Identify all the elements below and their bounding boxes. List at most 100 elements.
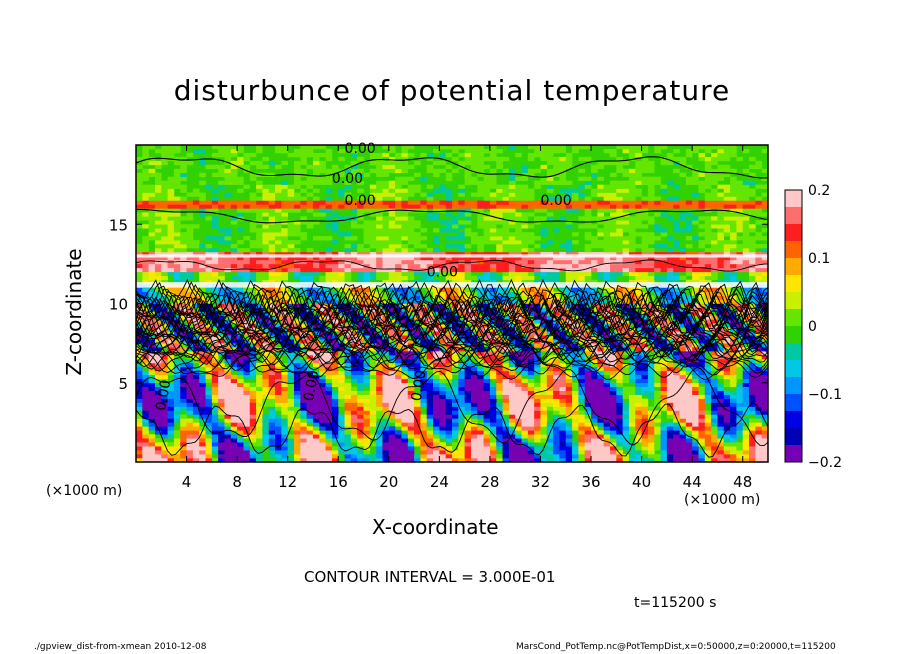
heatmap-cell	[401, 406, 409, 411]
heatmap-cell	[294, 386, 301, 391]
heatmap-cell	[546, 319, 554, 324]
heatmap-cell	[249, 275, 257, 281]
heatmap-cell	[224, 382, 232, 388]
heatmap-cell	[470, 386, 478, 391]
heatmap-cell	[376, 251, 383, 257]
heatmap-cell	[464, 145, 472, 150]
heatmap-cell	[388, 188, 396, 193]
heatmap-cell	[154, 315, 162, 320]
heatmap-cell	[369, 339, 377, 344]
heatmap-cell	[407, 271, 415, 277]
heatmap-cell	[483, 418, 491, 423]
heatmap-cell	[256, 200, 263, 205]
heatmap-cell	[521, 244, 529, 249]
heatmap-cell	[338, 232, 345, 237]
heatmap-cell	[154, 164, 162, 170]
heatmap-cell	[357, 275, 364, 281]
heatmap-cell	[591, 382, 598, 388]
heatmap-cell	[350, 410, 358, 415]
heatmap-cell	[344, 390, 352, 395]
heatmap-cell	[199, 402, 206, 407]
heatmap-cell	[439, 426, 446, 431]
heatmap-cell	[376, 347, 383, 352]
heatmap-cell	[294, 450, 301, 455]
heatmap-cell	[489, 458, 497, 462]
heatmap-cell	[458, 374, 465, 380]
heatmap-cell	[167, 244, 175, 249]
heatmap-cell	[578, 362, 586, 368]
heatmap-cell	[597, 430, 604, 435]
heatmap-cell	[154, 240, 162, 245]
heatmap-cell	[331, 450, 339, 455]
heatmap-cell	[376, 236, 383, 241]
heatmap-cell	[534, 216, 541, 221]
heatmap-cell	[540, 378, 548, 384]
heatmap-cell	[268, 418, 276, 423]
heatmap-cell	[369, 347, 377, 352]
heatmap-cell	[540, 418, 548, 423]
heatmap-cell	[180, 343, 187, 348]
heatmap-cell	[496, 430, 503, 435]
heatmap-cell	[192, 458, 200, 462]
heatmap-cell	[268, 434, 276, 439]
heatmap-cell	[186, 410, 194, 415]
heatmap-cell	[559, 370, 567, 376]
heatmap-cell	[243, 315, 251, 320]
heatmap-cell	[414, 422, 421, 427]
heatmap-cell	[275, 450, 282, 455]
heatmap-cell	[230, 390, 238, 395]
heatmap-cell	[546, 426, 554, 431]
heatmap-cell	[287, 406, 295, 411]
heatmap-cell	[388, 355, 396, 360]
heatmap-cell	[578, 434, 586, 439]
heatmap-cell	[382, 244, 390, 249]
heatmap-cell	[331, 374, 339, 380]
heatmap-cell	[262, 244, 270, 249]
heatmap-cell	[167, 188, 175, 193]
heatmap-cell	[281, 208, 288, 213]
heatmap-cell	[148, 438, 156, 443]
heatmap-cell	[433, 418, 440, 423]
heatmap-cell	[578, 458, 586, 462]
heatmap-cell	[205, 200, 213, 205]
heatmap-cell	[376, 426, 383, 431]
heatmap-cell	[211, 251, 219, 257]
heatmap-cell	[591, 188, 598, 193]
heatmap-cell	[527, 172, 535, 177]
heatmap-cell	[502, 398, 510, 403]
heatmap-cell	[508, 192, 516, 197]
heatmap-cell	[572, 394, 579, 399]
heatmap-cell	[338, 450, 345, 455]
heatmap-cell	[401, 382, 409, 388]
heatmap-cell	[546, 255, 554, 261]
heatmap-cell	[281, 410, 288, 415]
heatmap-cell	[319, 176, 326, 181]
heatmap-cell	[350, 263, 358, 269]
heatmap-cell	[439, 343, 446, 348]
heatmap-cell	[426, 299, 434, 304]
heatmap-cell	[312, 414, 320, 419]
heatmap-cell	[262, 442, 270, 447]
heatmap-cell	[534, 287, 541, 292]
heatmap-cell	[578, 255, 586, 261]
heatmap-cell	[420, 414, 428, 419]
heatmap-cell	[559, 160, 567, 166]
heatmap-cell	[578, 370, 586, 376]
heatmap-cell	[489, 208, 497, 213]
heatmap-cell	[515, 422, 522, 427]
heatmap-cell	[521, 430, 529, 435]
heatmap-cell	[445, 172, 453, 177]
heatmap-cell	[376, 220, 383, 225]
heatmap-cell	[496, 434, 503, 439]
heatmap-cell	[148, 374, 156, 380]
heatmap-cell	[350, 458, 358, 462]
heatmap-cell	[414, 291, 421, 296]
heatmap-cell	[572, 240, 579, 245]
heatmap-cell	[268, 208, 276, 213]
heatmap-cell	[565, 414, 573, 419]
heatmap-cell	[458, 267, 465, 273]
heatmap-cell	[572, 145, 579, 150]
heatmap-cell	[136, 275, 143, 281]
heatmap-cell	[546, 442, 554, 447]
heatmap-cell	[527, 255, 535, 261]
